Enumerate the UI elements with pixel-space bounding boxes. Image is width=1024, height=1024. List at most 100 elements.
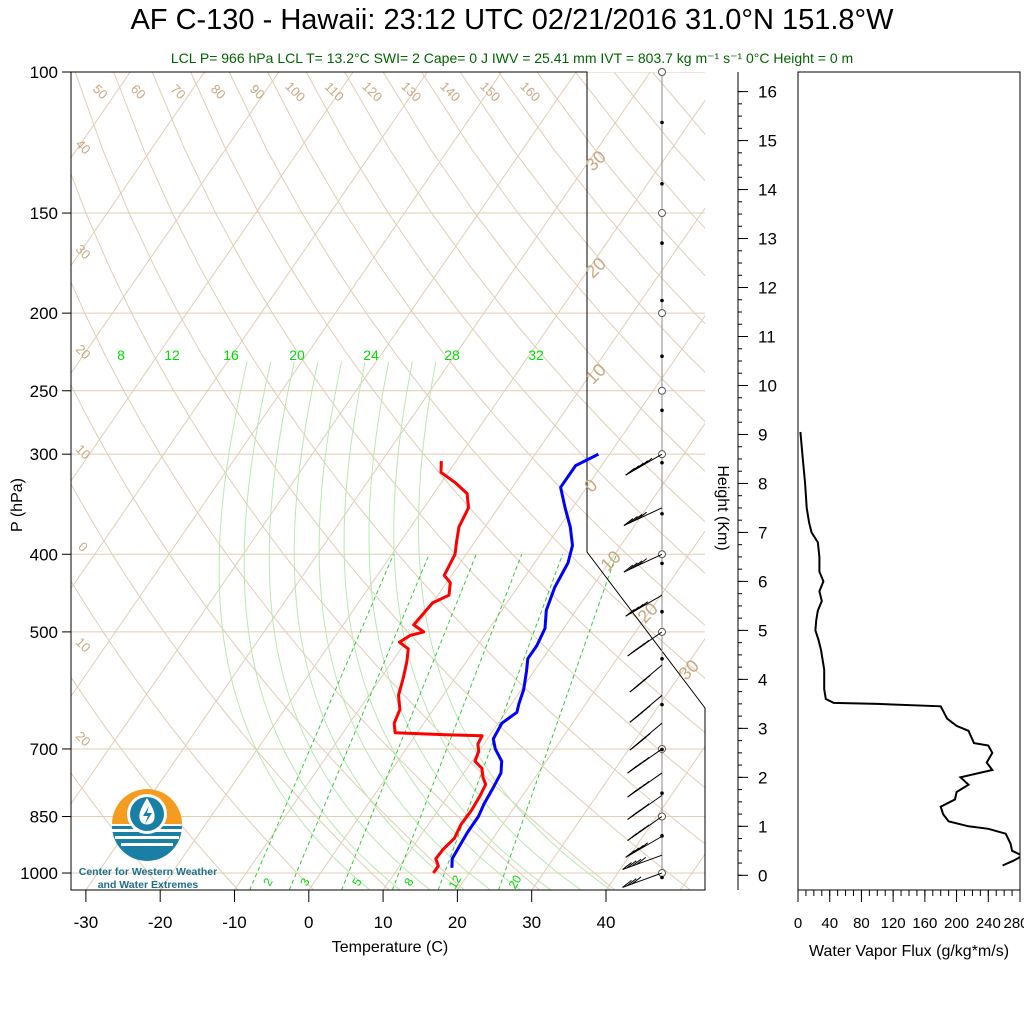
height-tick-label: 8 (758, 474, 767, 493)
adiabat-label: 160 (517, 79, 543, 105)
wind-barb-flag (626, 878, 637, 887)
dry-adiabat-line (71, 281, 540, 890)
isotherm-label: 30 (582, 147, 610, 175)
temperature-tick-label: 40 (597, 913, 616, 932)
pressure-tick-label: 250 (30, 382, 58, 401)
mixing-ratio-label: 5 (349, 875, 365, 888)
isotherm-label: 10 (73, 634, 94, 655)
temperature-axis-label: Temperature (C) (332, 939, 448, 956)
mixing-ratio-label: 12 (164, 347, 180, 363)
adiabat-label: 120 (359, 79, 385, 105)
height-tick-label: 9 (758, 425, 767, 444)
isotherm-line (71, 72, 503, 698)
moist-adiabat-line (268, 361, 431, 890)
pressure-tick-label: 200 (30, 304, 58, 323)
wind-barb-flag (634, 603, 644, 612)
dry-adiabat-line (382, 72, 705, 472)
isotherm-line (234, 207, 705, 890)
dry-adiabat-line (71, 483, 390, 890)
mixing-ratio-label: 12 (446, 872, 465, 891)
wind-height-dot (660, 408, 664, 413)
wind-barb-flag (622, 879, 632, 888)
adiabat-label: 140 (437, 79, 463, 105)
wind-barb-flag (638, 460, 649, 469)
isotherm-line (382, 422, 705, 890)
pressure-tick-label: 100 (30, 63, 58, 82)
wind-barb-flag (628, 516, 638, 524)
height-tick-label: 12 (758, 279, 777, 298)
mixing-ratio-label: 28 (444, 347, 460, 363)
isotherm-line (85, 72, 651, 890)
isotherm-label: 20 (582, 254, 610, 282)
pressure-tick-label: 500 (30, 623, 58, 642)
height-tick-label: 14 (758, 181, 777, 200)
wind-barb-flag (641, 733, 651, 741)
mixing-ratio-label: 16 (223, 347, 239, 363)
wind-barb-flag (629, 847, 640, 856)
dry-adiabat-line (71, 580, 314, 890)
wind-height-dot (660, 609, 664, 614)
wind-barb-flag (637, 511, 647, 520)
pressure-tick-label: 700 (30, 740, 58, 759)
height-tick-label: 4 (758, 670, 767, 689)
isotherm-label: 10 (582, 360, 610, 388)
adiabat-label: 60 (128, 81, 149, 102)
mixing-ratio-label: 32 (528, 347, 544, 363)
wind-height-dot (660, 702, 664, 707)
chart-title: AF C-130 - Hawaii: 23:12 UTC 02/21/2016 … (130, 4, 894, 36)
wind-barb-flag (641, 674, 651, 683)
dry-adiabat-line (267, 72, 705, 626)
wind-barb-flag (632, 513, 643, 522)
mixing-ratio-line (249, 554, 394, 890)
dry-adiabat-line (71, 676, 239, 890)
height-tick-label: 6 (758, 572, 767, 591)
adiabat-label: 50 (90, 81, 111, 102)
height-tick-label: 1 (758, 817, 767, 836)
wind-barb-flag (628, 562, 638, 571)
wind-level-marker (658, 309, 666, 318)
dry-adiabat-line (113, 72, 705, 845)
wind-barb-flag (641, 705, 651, 713)
height-tick-label: 16 (758, 83, 777, 102)
pressure-tick-label: 300 (30, 445, 58, 464)
flux-tick-label: 200 (944, 915, 969, 932)
wind-height-dot (660, 561, 664, 566)
wind-level-marker (658, 68, 666, 76)
dry-adiabat-line (652, 72, 705, 135)
mixing-ratio-label: 2 (260, 875, 276, 888)
temperature-tick-label: -20 (148, 913, 173, 932)
wind-barb-flag (623, 518, 634, 526)
dry-adiabat-line (71, 383, 465, 890)
temperature-tick-label: 30 (522, 913, 541, 932)
dry-adiabat-line (74, 72, 691, 890)
wind-barb-flag (636, 856, 647, 865)
mixing-ratio-line (341, 554, 477, 890)
moist-adiabat-line (293, 361, 461, 890)
wind-barb-flag (639, 803, 650, 812)
mixing-ratio-line (498, 554, 617, 890)
plot-frame (70, 71, 706, 891)
wind-height-dot (660, 791, 664, 795)
wind-barb-flag (638, 842, 649, 851)
wind-barb (622, 872, 663, 888)
adiabat-label: 110 (322, 79, 347, 104)
pressure-tick-label: 850 (30, 807, 58, 826)
wind-height-dot (660, 181, 664, 186)
wind-barb-flag (639, 639, 650, 648)
moist-adiabat-line (417, 361, 612, 890)
adiabat-label: 80 (208, 81, 229, 102)
height-tick-label: 7 (758, 523, 767, 542)
height-tick-label: 13 (758, 230, 777, 249)
flux-tick-label: 160 (912, 915, 937, 932)
wind-barb-flag (629, 465, 640, 474)
isotherm-line (605, 745, 705, 890)
water-vapor-flux-trace (799, 431, 1020, 867)
adiabat-label: 150 (477, 79, 503, 105)
isotherm-line (71, 72, 205, 267)
dry-adiabat-line (151, 72, 705, 789)
isotherm-label: 0 (75, 539, 91, 555)
temperature-tick-label: -30 (74, 913, 99, 932)
wind-height-dot (660, 511, 664, 516)
wind-height-dot (660, 875, 664, 880)
